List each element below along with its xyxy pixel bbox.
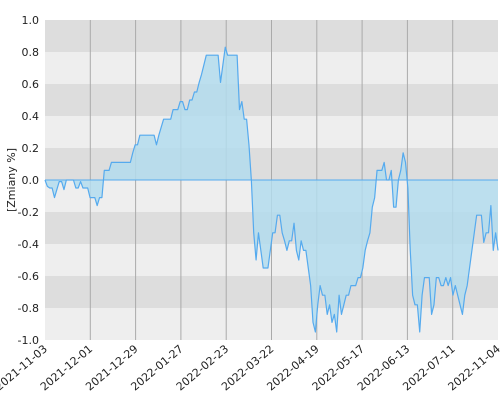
y-tick-label: 0.6 (22, 78, 40, 91)
y-tick-label: -0.4 (18, 238, 39, 251)
y-tick-label: -0.2 (18, 206, 39, 219)
series-area (45, 47, 498, 332)
y-tick-label: 0.4 (22, 110, 40, 123)
y-tick-label: -0.8 (18, 302, 39, 315)
x-tick-labels: 2021-11-032021-12-012021-12-292022-01-27… (0, 342, 500, 393)
series-line (44, 46, 499, 333)
y-axis-label: [Zmiany %] (5, 148, 18, 212)
y-tick-label: -1.0 (18, 334, 39, 347)
y-tick-label: 0.2 (22, 142, 40, 155)
y-tick-label: 0.0 (22, 174, 40, 187)
y-tick-labels: 1.0 0.8 0.6 0.4 0.2 0.0 -0.2 -0.4 -0.6 -0.8 -1.0 (18, 14, 39, 347)
y-tick-label: -0.6 (18, 270, 39, 283)
y-tick-label: 1.0 (22, 14, 40, 27)
y-tick-label: 0.8 (22, 46, 40, 59)
